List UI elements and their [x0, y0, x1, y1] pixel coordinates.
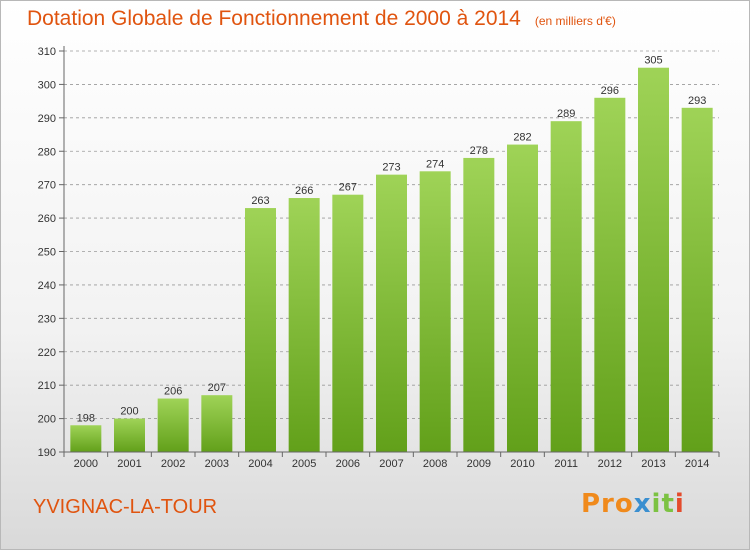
bar-2007: [376, 174, 407, 452]
x-tick-label-2009: 2009: [467, 458, 491, 470]
x-tick-label-2012: 2012: [598, 458, 622, 470]
value-label-2011: 289: [557, 108, 575, 120]
bar-2011: [550, 121, 582, 453]
value-label-2010: 282: [513, 132, 531, 144]
x-tick-label-2000: 2000: [74, 458, 98, 470]
value-label-2006: 267: [339, 182, 357, 194]
x-tick-label-2013: 2013: [641, 458, 665, 470]
bar-2000: [70, 425, 102, 452]
value-label-2012: 296: [601, 85, 619, 97]
value-label-2003: 207: [208, 382, 226, 394]
y-tick-label: 220: [38, 347, 56, 359]
x-tick-label-2006: 2006: [336, 458, 360, 470]
x-tick-label-2005: 2005: [292, 458, 316, 470]
bar-2003: [201, 395, 233, 452]
bar-2005: [288, 198, 320, 452]
value-label-2008: 274: [426, 158, 444, 170]
y-tick-label: 210: [38, 380, 56, 392]
y-tick-label: 200: [38, 414, 56, 426]
y-tick-label: 260: [38, 213, 56, 225]
y-tick-label: 230: [38, 313, 56, 325]
y-tick-label: 270: [38, 180, 56, 192]
x-tick-label-2008: 2008: [423, 458, 447, 470]
chart-title: Dotation Globale de Fonctionnement de 20…: [27, 7, 616, 31]
bar-2006: [332, 194, 364, 453]
bar-2014: [681, 107, 713, 452]
value-label-2014: 293: [688, 95, 706, 107]
value-label-2013: 305: [644, 55, 662, 67]
y-tick-label: 190: [38, 447, 56, 459]
value-label-2004: 263: [251, 195, 269, 207]
bar-2004: [245, 208, 276, 452]
value-label-2001: 200: [120, 406, 138, 418]
place-name: YVIGNAC-LA-TOUR: [33, 496, 218, 518]
value-label-2007: 273: [382, 162, 400, 174]
value-label-2009: 278: [470, 145, 488, 157]
y-tick-label: 300: [38, 79, 56, 91]
bar-2013: [638, 67, 669, 452]
x-tick-label-2001: 2001: [117, 458, 141, 470]
bar-2002: [157, 398, 189, 452]
axes: 190 200 210 220 230 240 250 260 270 280 290 300 310 2…: [38, 46, 720, 470]
x-tick-label-2002: 2002: [161, 458, 185, 470]
y-tick-label: 250: [38, 247, 56, 259]
bar-2010: [507, 144, 538, 453]
value-label-2005: 266: [295, 185, 313, 197]
value-label-2002: 206: [164, 386, 182, 398]
x-tick-label-2014: 2014: [685, 458, 709, 470]
proxiti-logo[interactable]: Proxiti: [581, 489, 685, 519]
unit-note: (en milliers d'€): [534, 14, 616, 28]
value-label-2000: 198: [77, 412, 95, 424]
y-tick-label: 310: [38, 46, 56, 58]
x-tick-label-2003: 2003: [205, 458, 229, 470]
bar-2008: [419, 171, 451, 453]
title-text: Dotation Globale de Fonctionnement de 20…: [27, 7, 521, 30]
bar-2009: [463, 157, 495, 452]
y-tick-label: 240: [38, 280, 56, 292]
y-tick-label: 290: [38, 113, 56, 125]
bars: 198 200 206 207 263 266 267 273 274 278 282 289 296 3…: [70, 55, 713, 453]
bar-2001: [114, 418, 145, 452]
y-tick-label: 280: [38, 146, 56, 158]
bar-2012: [594, 97, 626, 453]
x-tick-label-2010: 2010: [510, 458, 534, 470]
x-tick-label-2007: 2007: [379, 458, 403, 470]
x-tick-label-2011: 2011: [554, 458, 578, 470]
x-tick-label-2004: 2004: [248, 458, 272, 470]
